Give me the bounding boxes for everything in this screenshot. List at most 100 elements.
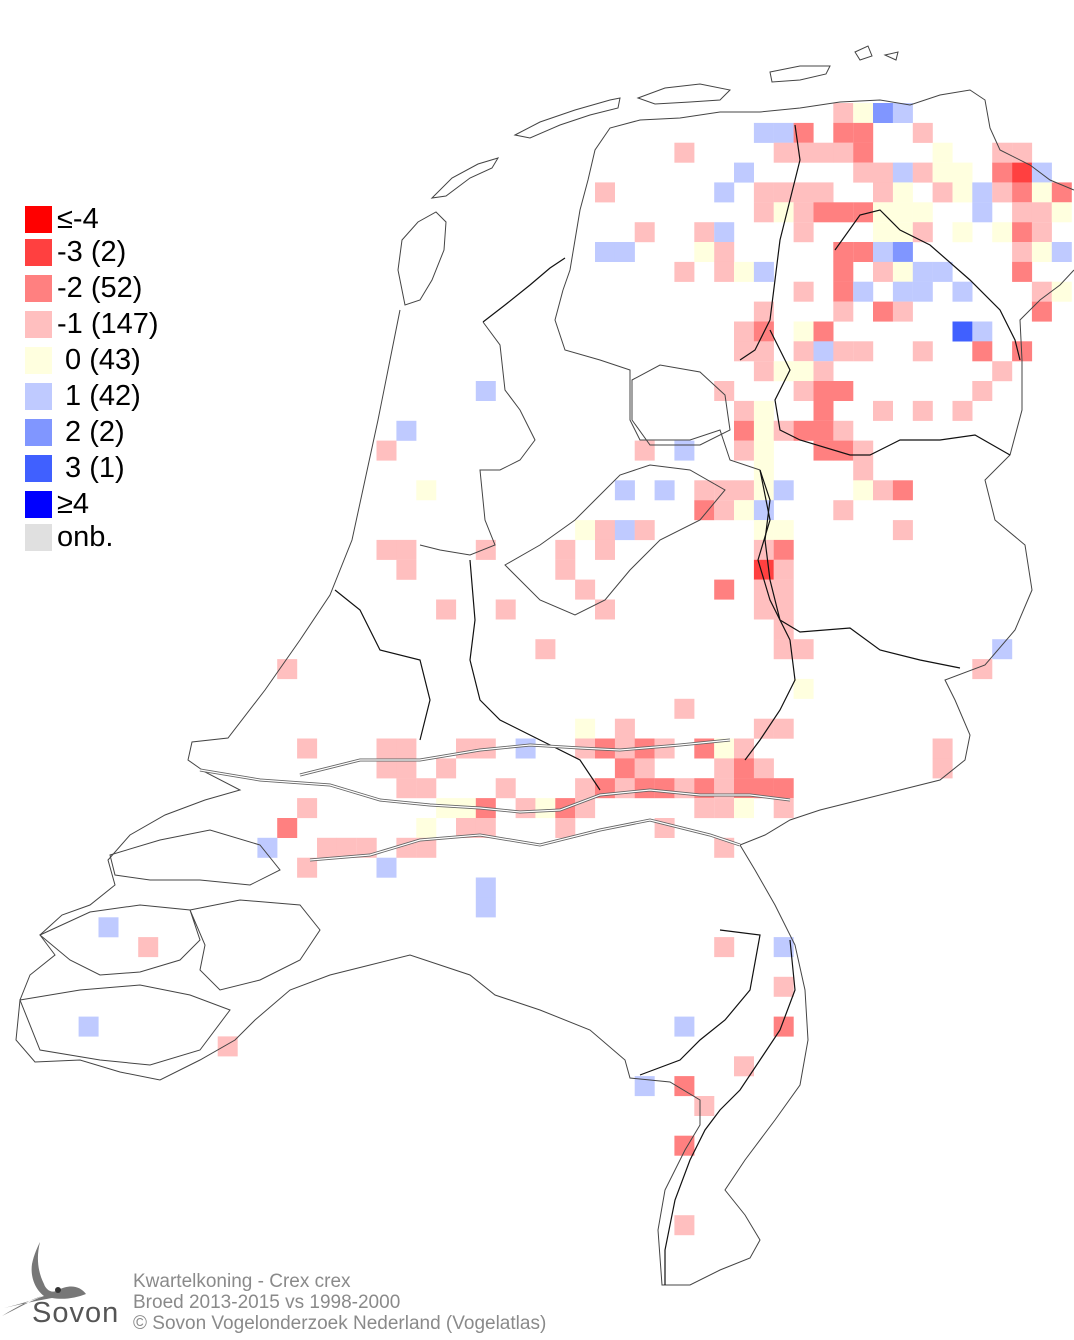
grid-cell (853, 242, 874, 262)
grid-cell (614, 778, 635, 799)
grid-cell (892, 202, 913, 223)
grid-cell (813, 182, 834, 203)
grid-cell (1031, 242, 1052, 262)
grid-cell (793, 182, 814, 203)
grid-cell (773, 361, 794, 382)
grid-cell (98, 917, 119, 938)
noord-holland-east-coast (419, 321, 536, 556)
grid-cell (813, 341, 834, 362)
grid-cell (912, 122, 933, 143)
grid-cell (376, 857, 397, 878)
grid-cell (833, 381, 854, 401)
grid-cell (734, 440, 754, 461)
grid-cell (575, 778, 596, 799)
grid-cell (734, 480, 754, 501)
grid-cell (753, 420, 774, 441)
grid-cell (614, 718, 635, 739)
island-texel (397, 211, 447, 306)
grid-cell (853, 281, 874, 302)
grid-cell (833, 301, 854, 322)
legend-swatch (25, 523, 52, 551)
grid-cell (376, 539, 397, 560)
grid-cell (674, 1215, 695, 1236)
grid-cell (753, 202, 774, 223)
grid-cell (336, 837, 357, 858)
grid-cell (416, 480, 437, 501)
grid-cell (376, 738, 397, 759)
grid-cell (773, 539, 794, 560)
province-border-drenthe (834, 209, 1021, 361)
grid-cell (1031, 182, 1052, 203)
grid-cell (873, 480, 893, 501)
grid-cell (475, 897, 496, 918)
grid-cell (892, 242, 913, 262)
grid-cell (753, 758, 774, 779)
grid-cell (753, 440, 774, 461)
grid-cell (734, 162, 754, 183)
grid-cell (793, 222, 814, 243)
grid-cell (356, 837, 377, 858)
grid-cell (78, 1016, 99, 1037)
grid-cell (714, 261, 735, 282)
borders (334, 124, 1021, 1285)
grid-cell (634, 778, 655, 799)
grid-cell (257, 837, 278, 858)
grid-cell (396, 778, 417, 799)
grid-cell (912, 162, 933, 183)
grid-cell (833, 281, 854, 302)
legend-label: 2 (2) (57, 416, 125, 448)
grid-cell (912, 341, 933, 362)
grid-cell (734, 778, 754, 799)
grid-cell (813, 142, 834, 163)
grid-cell (773, 599, 794, 620)
grid-cell (773, 559, 794, 580)
grid-cell (892, 103, 913, 123)
grid-cell (734, 1056, 754, 1077)
grid-cell (614, 520, 635, 541)
grid-cell (873, 182, 893, 203)
legend-swatch (25, 274, 52, 302)
grid-cell (892, 261, 913, 282)
grid-cell (734, 341, 754, 362)
grid-cell (1051, 242, 1072, 262)
grid-cell (734, 261, 754, 282)
grid-cell (753, 599, 774, 620)
province-border-limburg-river (664, 939, 796, 1285)
coastline (15, 45, 1074, 1286)
grid-cell (456, 818, 476, 838)
grid-cell (475, 539, 496, 560)
grid-cell (714, 738, 735, 759)
grid-cell (773, 619, 794, 640)
grid-cell (376, 758, 397, 779)
grid-cell (853, 341, 874, 362)
grid-cell (595, 539, 615, 560)
grid-cell (932, 182, 953, 203)
grid-cell (753, 460, 774, 481)
grid-cell (952, 222, 973, 243)
grid-cell (932, 142, 953, 163)
grid-cell (734, 500, 754, 521)
grid-cell (793, 639, 814, 660)
grid-cell (773, 718, 794, 739)
map-caption: Kwartelkoning - Crex crex Broed 2013-201… (133, 1271, 546, 1334)
island-ameland (636, 83, 732, 105)
grid-cell (595, 242, 615, 262)
grid-cell (873, 261, 893, 282)
grid-cell (952, 182, 973, 203)
grid-cell (634, 520, 655, 541)
afsluitdijk (482, 257, 566, 323)
grid-cell (753, 261, 774, 282)
island-schiermonnikoog (769, 65, 831, 83)
grid-cell (1031, 202, 1052, 223)
province-border-overijssel (769, 329, 1011, 456)
grid-cell (773, 122, 794, 143)
grid-cell (1051, 281, 1072, 302)
island-terschelling (513, 97, 621, 139)
river-maas-inner (309, 819, 741, 861)
grid-cell (396, 758, 417, 779)
flevoland (504, 464, 726, 616)
legend-swatch (25, 205, 52, 233)
grid-cell (972, 659, 993, 680)
grid-cell (535, 798, 556, 819)
grid-cell (515, 798, 536, 819)
